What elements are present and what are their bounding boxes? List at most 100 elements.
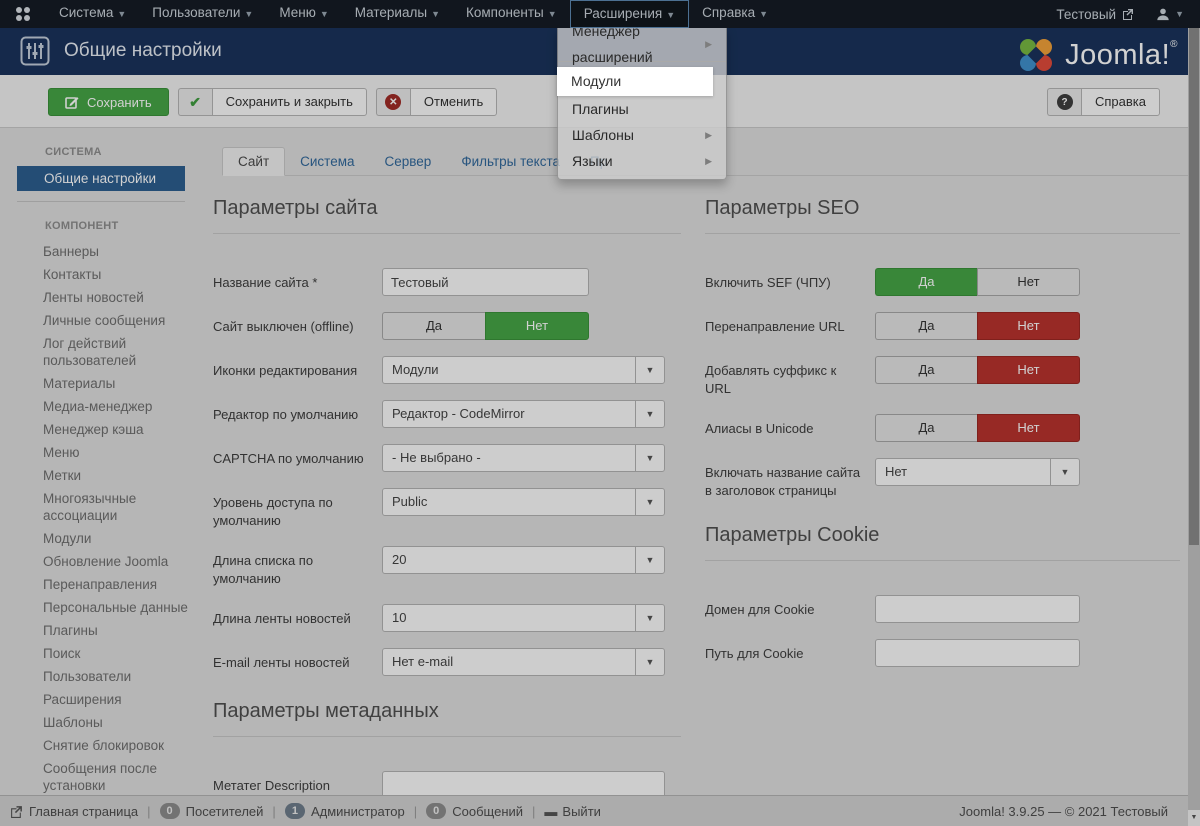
extensions-dropdown-menu: Менеджер расширений ▶ Модули Плагины Шаб… xyxy=(557,23,727,180)
field-cookie-path: Путь для Cookie xyxy=(705,639,1180,667)
sidebar-item-associations[interactable]: Многоязычные ассоциации xyxy=(43,491,137,523)
preview-site-link[interactable]: Главная страница xyxy=(10,804,138,819)
sidebar-item-templates[interactable]: Шаблоны xyxy=(43,715,103,730)
menu-item-system[interactable]: Система ▼ xyxy=(59,5,127,20)
save-edit-icon xyxy=(65,95,79,109)
field-edit-icons: Иконки редактирования Модули ▼ xyxy=(213,356,681,384)
caret-down-icon: ▼ xyxy=(117,9,127,19)
page-title: Общие настройки xyxy=(64,40,222,61)
offline-yes-button[interactable]: Да xyxy=(382,312,485,340)
joomla-logo-icon xyxy=(1016,35,1056,75)
dropdown-item-templates[interactable]: Шаблоны ▶ xyxy=(558,122,726,148)
sidebar-item-actionlog[interactable]: Лог действий пользователей xyxy=(43,336,137,368)
menu-item-components[interactable]: Компоненты ▼ xyxy=(465,5,557,20)
dropdown-item-modules-highlighted[interactable]: Модули xyxy=(557,67,713,96)
feed-email-select[interactable]: Нет e-mail ▼ xyxy=(382,648,665,676)
dropdown-item-languages[interactable]: Языки ▶ xyxy=(558,148,726,174)
url-suffix-no-button[interactable]: Нет xyxy=(977,356,1080,384)
meta-description-textarea[interactable] xyxy=(382,771,665,795)
field-captcha: CAPTCHA по умолчанию - Не выбрано - ▼ xyxy=(213,444,681,472)
config-content: Сайт Система Сервер Фильтры текста Пр Па… xyxy=(210,128,1188,795)
tab-site[interactable]: Сайт xyxy=(222,147,286,176)
tab-server[interactable]: Сервер xyxy=(384,154,432,169)
sidebar-item-privacy[interactable]: Персональные данные xyxy=(43,600,188,615)
sidebar-item-banners[interactable]: Баннеры xyxy=(43,244,99,259)
sidebar-item-content[interactable]: Материалы xyxy=(43,376,116,391)
default-editor-select[interactable]: Редактор - CodeMirror ▼ xyxy=(382,400,665,428)
tab-system[interactable]: Система xyxy=(300,154,355,169)
unicode-aliases-yes-button[interactable]: Да xyxy=(875,414,977,442)
sidebar-item-media[interactable]: Медиа-менеджер xyxy=(43,399,153,414)
sidebar-item-joomlaupdate[interactable]: Обновление Joomla xyxy=(43,554,169,569)
offline-no-button[interactable]: Нет xyxy=(485,312,589,340)
site-name-input[interactable] xyxy=(382,268,589,296)
dropdown-item-plugins[interactable]: Плагины xyxy=(572,101,629,117)
save-close-button[interactable]: ✔ Сохранить и закрыть xyxy=(177,88,367,116)
sidebar-item-modules[interactable]: Модули xyxy=(43,531,92,546)
version-text: Joomla! 3.9.25 — © 2021 Тестовый xyxy=(959,803,1168,819)
field-label: Иконки редактирования xyxy=(213,363,358,378)
captcha-select[interactable]: - Не выбрано - ▼ xyxy=(382,444,665,472)
feed-length-select[interactable]: 10 ▼ xyxy=(382,604,665,632)
caret-down-icon: ▼ xyxy=(635,489,664,515)
field-label: Включать название сайта в заголовок стра… xyxy=(705,465,861,498)
sidebar-item-menus[interactable]: Меню xyxy=(43,445,80,460)
sef-yes-button[interactable]: Да xyxy=(875,268,977,296)
scrollbar-thumb[interactable] xyxy=(1189,17,1199,545)
sidebar-item-global-config[interactable]: Общие настройки xyxy=(17,166,185,191)
tab-text-filters[interactable]: Фильтры текста xyxy=(461,154,561,169)
caret-down-icon: ▼ xyxy=(244,9,254,19)
sidebar-item-newsfeeds[interactable]: Ленты новостей xyxy=(43,290,144,305)
sidebar-item-plugins[interactable]: Плагины xyxy=(43,623,98,638)
sidebar-item-search[interactable]: Поиск xyxy=(43,646,81,661)
sidebar-item-checkin[interactable]: Снятие блокировок xyxy=(43,738,165,753)
sidebar-item-users[interactable]: Пользователи xyxy=(43,669,132,684)
sidebar-item-extensions[interactable]: Расширения xyxy=(43,692,122,707)
cancel-button[interactable]: ✕ Отменить xyxy=(375,88,498,116)
menu-item-menus[interactable]: Меню ▼ xyxy=(279,5,329,20)
offline-toggle: Да Нет xyxy=(382,312,589,340)
menu-item-help[interactable]: Справка ▼ xyxy=(702,5,769,20)
sidebar-item-contacts[interactable]: Контакты xyxy=(43,267,102,282)
edit-icons-select[interactable]: Модули ▼ xyxy=(382,356,665,384)
save-button[interactable]: Сохранить xyxy=(48,88,169,116)
menu-item-extensions[interactable]: Расширения ▼ xyxy=(569,0,690,28)
help-button[interactable]: ? Справка xyxy=(1047,88,1160,116)
sidebar-item-cache[interactable]: Менеджер кэша xyxy=(43,422,144,437)
sef-no-button[interactable]: Нет xyxy=(977,268,1080,296)
caret-down-icon: ▼ xyxy=(1175,9,1184,19)
url-suffix-yes-button[interactable]: Да xyxy=(875,356,977,384)
unicode-aliases-toggle: Да Нет xyxy=(875,414,1080,442)
messages-count-badge: 0 xyxy=(426,803,447,819)
url-rewrite-yes-button[interactable]: Да xyxy=(875,312,977,340)
view-site-link[interactable]: Тестовый xyxy=(1056,7,1134,22)
vertical-scrollbar[interactable]: ▲ ▼ xyxy=(1188,0,1200,826)
caret-down-icon: ▼ xyxy=(635,649,664,675)
submenu-arrow-icon: ▶ xyxy=(705,39,712,49)
messages-status[interactable]: 0 Сообщений xyxy=(426,803,523,819)
user-menu[interactable]: ▼ xyxy=(1156,7,1184,21)
field-label: Путь для Cookie xyxy=(705,646,804,661)
menu-item-content[interactable]: Материалы ▼ xyxy=(354,5,440,20)
unicode-aliases-no-button[interactable]: Нет xyxy=(977,414,1080,442)
field-label: Добавлять суффикс к URL xyxy=(705,363,837,396)
visitors-status[interactable]: 0 Посетителей xyxy=(159,803,263,819)
cookie-domain-input[interactable] xyxy=(875,595,1080,623)
cookie-path-input[interactable] xyxy=(875,639,1080,667)
logout-link[interactable]: ▬ Выйти xyxy=(544,803,601,819)
access-level-select[interactable]: Public ▼ xyxy=(382,488,665,516)
list-length-select[interactable]: 20 ▼ xyxy=(382,546,665,574)
admins-status[interactable]: 1 Администратор xyxy=(284,803,405,819)
section-title-seo: Параметры SEO xyxy=(705,197,1180,234)
field-site-offline: Сайт выключен (offline) Да Нет xyxy=(213,312,681,340)
scroll-down-button[interactable]: ▼ xyxy=(1188,810,1200,826)
settings-sidebar: СИСТЕМА Общие настройки КОМПОНЕНТ Баннер… xyxy=(0,128,210,795)
menu-item-users[interactable]: Пользователи ▼ xyxy=(152,5,254,20)
sidebar-item-tags[interactable]: Метки xyxy=(43,468,82,483)
sitename-in-title-select[interactable]: Нет ▼ xyxy=(875,458,1080,486)
dropdown-item-extension-manager[interactable]: Менеджер расширений ▶ xyxy=(572,23,712,65)
sidebar-item-redirect[interactable]: Перенаправления xyxy=(43,577,158,592)
sidebar-item-postinstall[interactable]: Сообщения после установки xyxy=(43,761,157,793)
sidebar-item-messages[interactable]: Личные сообщения xyxy=(43,313,166,328)
url-rewrite-no-button[interactable]: Нет xyxy=(977,312,1080,340)
